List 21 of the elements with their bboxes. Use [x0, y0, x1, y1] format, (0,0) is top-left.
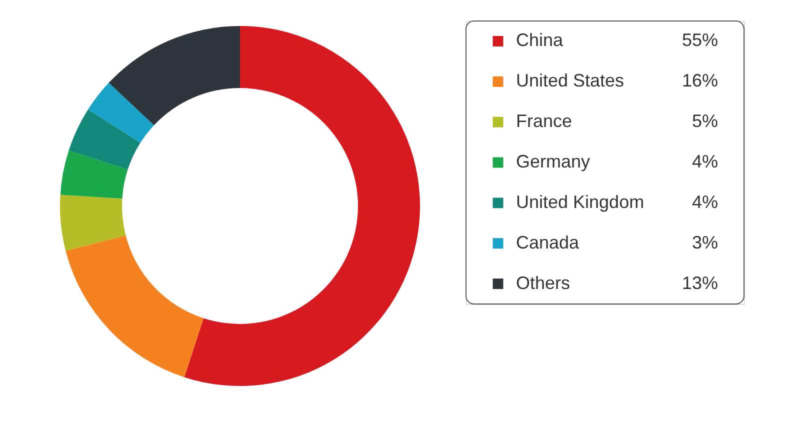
donut-slice — [88, 82, 154, 143]
legend-label: Others — [516, 272, 570, 293]
data-label: 55% — [682, 30, 718, 50]
legend-label: France — [516, 111, 572, 132]
donut-slice — [60, 150, 128, 199]
data-label: 16% — [682, 70, 718, 91]
donut-slice — [108, 26, 240, 126]
legend-label: Canada — [516, 232, 580, 252]
legend-label: China — [516, 30, 564, 50]
data-label: 3% — [692, 232, 718, 252]
donut-slice — [68, 110, 140, 170]
legend-label: United Kingdom — [516, 192, 644, 212]
data-label: 4% — [692, 192, 718, 212]
data-label: 13% — [682, 272, 718, 293]
legend-label: United States — [516, 70, 624, 91]
donut-slice — [60, 194, 126, 251]
donut-slice — [184, 26, 420, 386]
data-label: 4% — [692, 152, 718, 172]
donut-slice — [66, 235, 204, 378]
data-label: 5% — [692, 111, 718, 132]
legend-label: Germany — [516, 152, 590, 172]
